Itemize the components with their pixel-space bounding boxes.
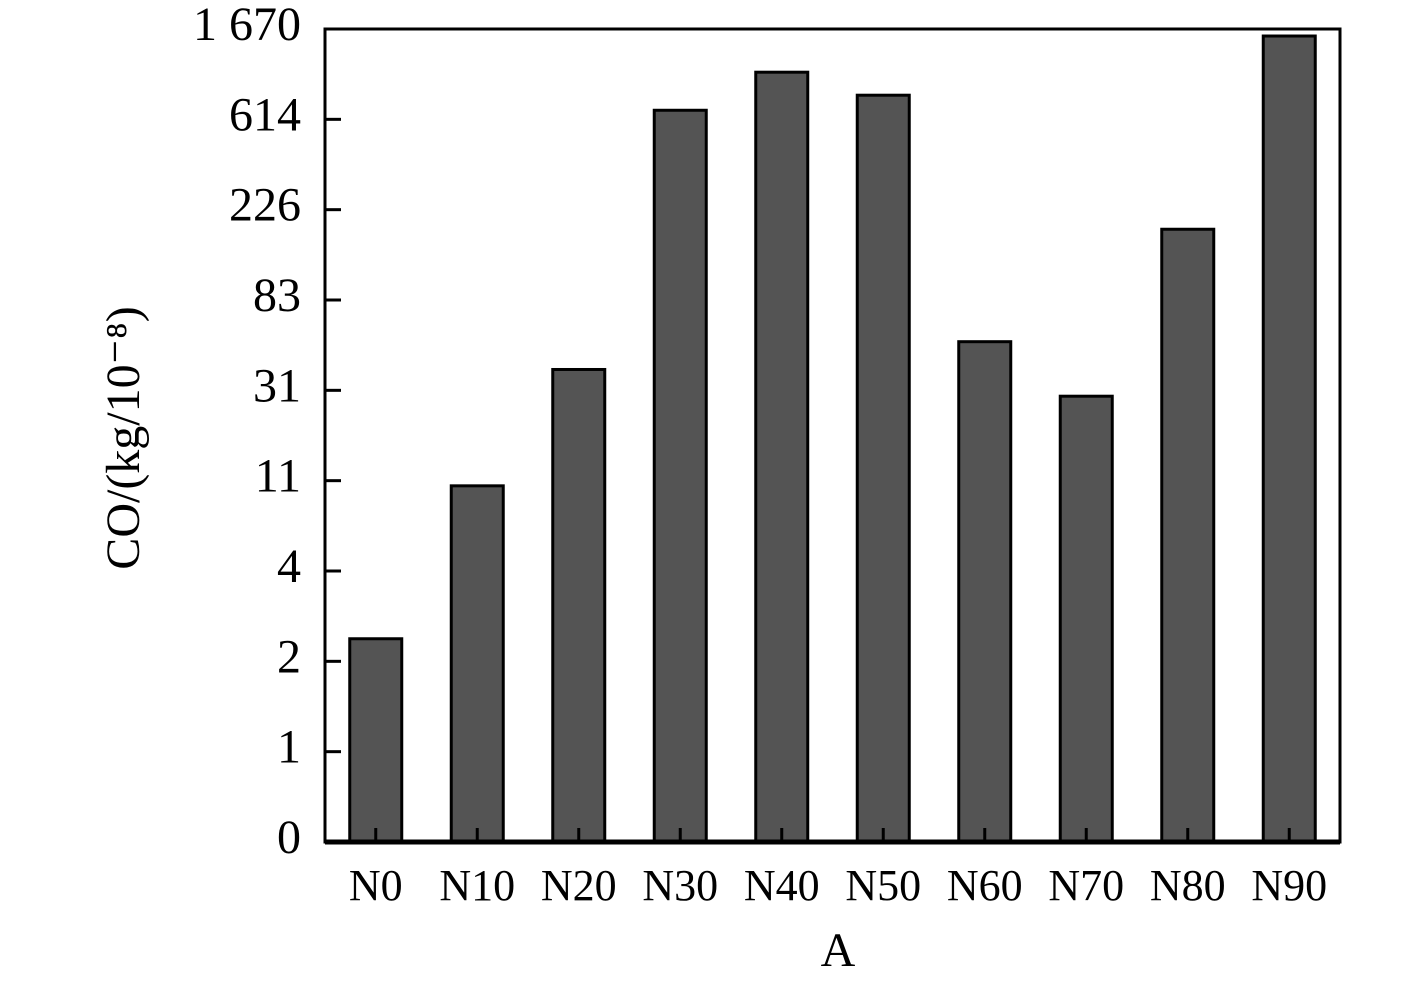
y-tick-label: 31 [253, 359, 301, 412]
x-tick-label: N10 [439, 861, 515, 910]
x-tick-label: N50 [845, 861, 921, 910]
bar [449, 484, 505, 844]
x-tick-label: N70 [1048, 861, 1124, 910]
x-tick-label: N0 [349, 861, 403, 910]
x-tick-label: N80 [1150, 861, 1226, 910]
bar [1261, 34, 1317, 844]
bar [957, 340, 1013, 844]
y-axis-label: CO/(kg/10⁻⁸) [97, 306, 150, 569]
bar [754, 70, 810, 844]
y-tick-label: 0 [277, 811, 301, 864]
y-tick-label: 2 [277, 630, 301, 683]
x-axis-label: A [821, 924, 856, 977]
x-tick-label: N60 [947, 861, 1023, 910]
y-tick-label: 4 [277, 540, 301, 593]
bar [348, 637, 404, 844]
bar [1160, 227, 1216, 844]
bar [652, 108, 708, 844]
x-tick-label: N30 [642, 861, 718, 910]
bar [1058, 394, 1114, 844]
x-tick-label: N20 [541, 861, 617, 910]
bar [551, 367, 607, 844]
y-tick-label: 83 [253, 269, 301, 322]
y-tick-label: 614 [229, 88, 301, 141]
y-tick-label: 1 [277, 721, 301, 774]
bar [855, 93, 911, 844]
x-tick-label: N90 [1251, 861, 1327, 910]
x-tick-label: N40 [744, 861, 820, 910]
y-tick-label: 226 [229, 179, 301, 232]
y-tick-label: 1 670 [193, 0, 301, 51]
y-tick-label: 11 [255, 450, 301, 503]
